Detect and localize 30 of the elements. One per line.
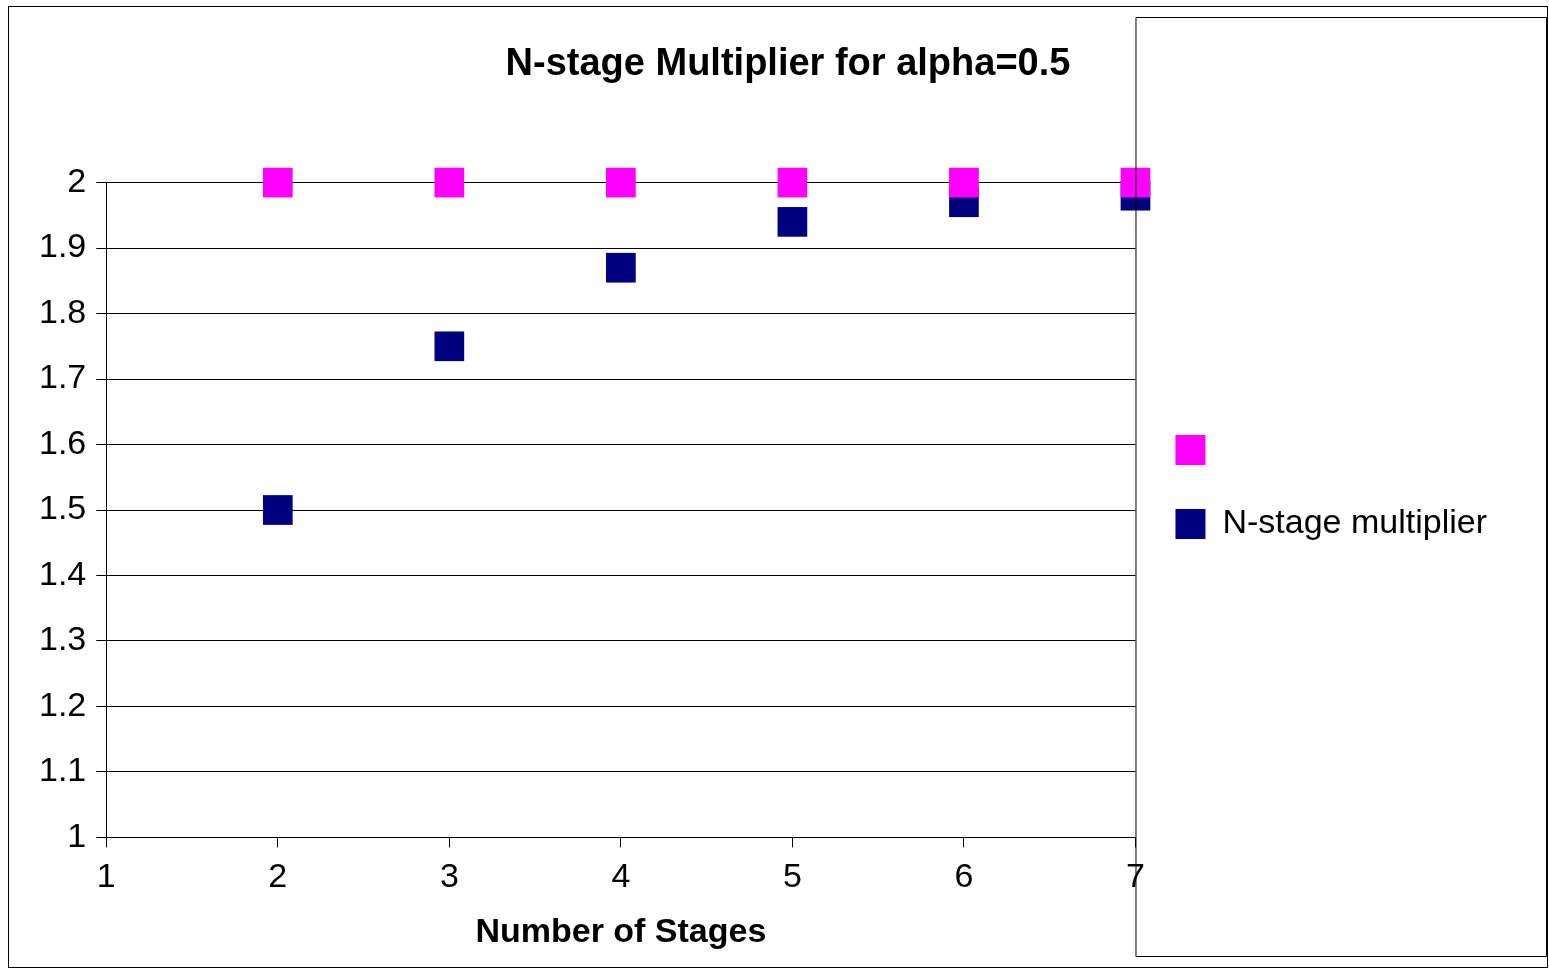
x-tick-label: 4 xyxy=(611,856,631,895)
y-tick-label: 1.1 xyxy=(39,750,87,789)
y-tick-label: 1.4 xyxy=(39,553,87,592)
y-tick-label: 1 xyxy=(67,815,87,854)
y-tick-label: 1.9 xyxy=(39,226,87,265)
y-tick-label: 1.2 xyxy=(39,684,87,723)
point xyxy=(949,167,979,198)
x-tick-label: 7 xyxy=(1126,856,1145,895)
point xyxy=(606,252,636,283)
point xyxy=(262,495,293,525)
x-axis-title: Number of Stages xyxy=(475,910,767,949)
point xyxy=(262,167,293,198)
y-tick-label: 2 xyxy=(67,160,87,199)
legend-label: N-stage multiplier xyxy=(1222,502,1487,541)
y-tick-label: 1.3 xyxy=(39,619,87,658)
point xyxy=(606,167,636,198)
point xyxy=(434,167,465,198)
y-tick-label: 1.8 xyxy=(39,291,87,330)
y-tick-label: 1.5 xyxy=(39,488,87,527)
x-tick-label: 1 xyxy=(96,856,116,895)
y-tick-label: 1.7 xyxy=(39,357,87,396)
x-tick-label: 5 xyxy=(782,856,802,895)
chart-title: N-stage Multiplier for alpha=0.5 xyxy=(505,41,1071,84)
point xyxy=(777,167,808,198)
x-tick-label: 3 xyxy=(439,856,459,895)
y-tick-label: 1.6 xyxy=(39,422,87,461)
x-tick-label: 2 xyxy=(268,856,288,895)
point xyxy=(777,207,808,237)
x-tick-label: 6 xyxy=(954,856,974,895)
point xyxy=(434,331,465,362)
